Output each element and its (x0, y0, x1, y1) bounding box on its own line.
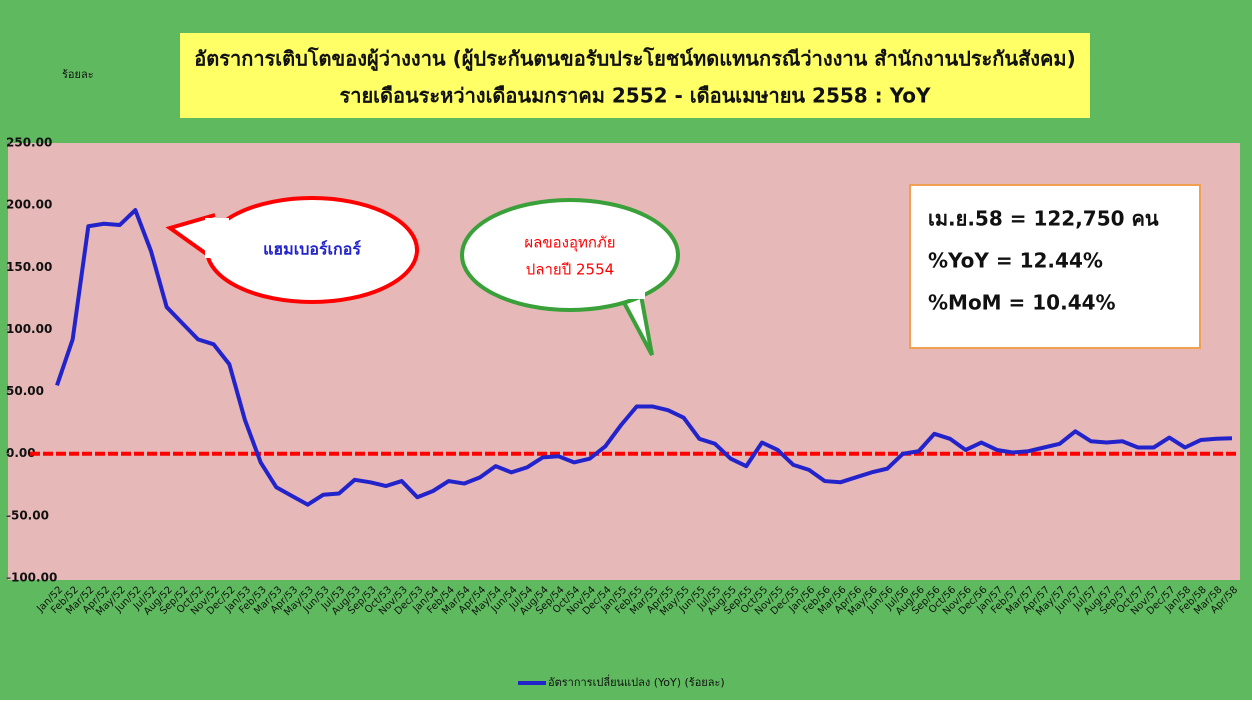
callout (460, 198, 680, 312)
y-tick-label: 50.00 (6, 384, 44, 398)
annotation: ผลของอุทกภัย (524, 234, 615, 253)
y-tick-label: 150.00 (6, 260, 52, 274)
callout-join (615, 285, 645, 299)
y-tick-label: 0.00 (6, 446, 36, 460)
y-tick-label: -100.00 (6, 571, 57, 585)
y-tick-label: 200.00 (6, 198, 52, 212)
y-tick-label: 100.00 (6, 322, 52, 336)
chart-title: อัตราการเติบโตของผู้ว่างงาน (ผู้ประกันตน… (194, 47, 1076, 73)
y-tick-label: -50.00 (6, 508, 49, 522)
y-axis-label: ร้อยละ (62, 68, 94, 81)
y-tick-label: 250.00 (6, 136, 52, 150)
chart-title: รายเดือนระหว่างเดือนมกราคม 2552 - เดือนเ… (339, 84, 931, 108)
title-box (180, 33, 1090, 118)
annotation: ปลายปี 2554 (526, 261, 614, 279)
info-text: เม.ย.58 = 122,750 คน (928, 207, 1159, 231)
annotation: แฮมเบอร์เกอร์ (263, 240, 361, 259)
callout-join (205, 218, 229, 258)
info-box (909, 184, 1201, 349)
info-text: %MoM = 10.44% (928, 291, 1116, 315)
legend-label: อัตราการเปลี่ยนแปลง (YoY) (ร้อยละ) (548, 674, 725, 689)
info-text: %YoY = 12.44% (928, 249, 1103, 273)
data-line (55, 208, 1233, 507)
callout-tail (618, 289, 654, 356)
